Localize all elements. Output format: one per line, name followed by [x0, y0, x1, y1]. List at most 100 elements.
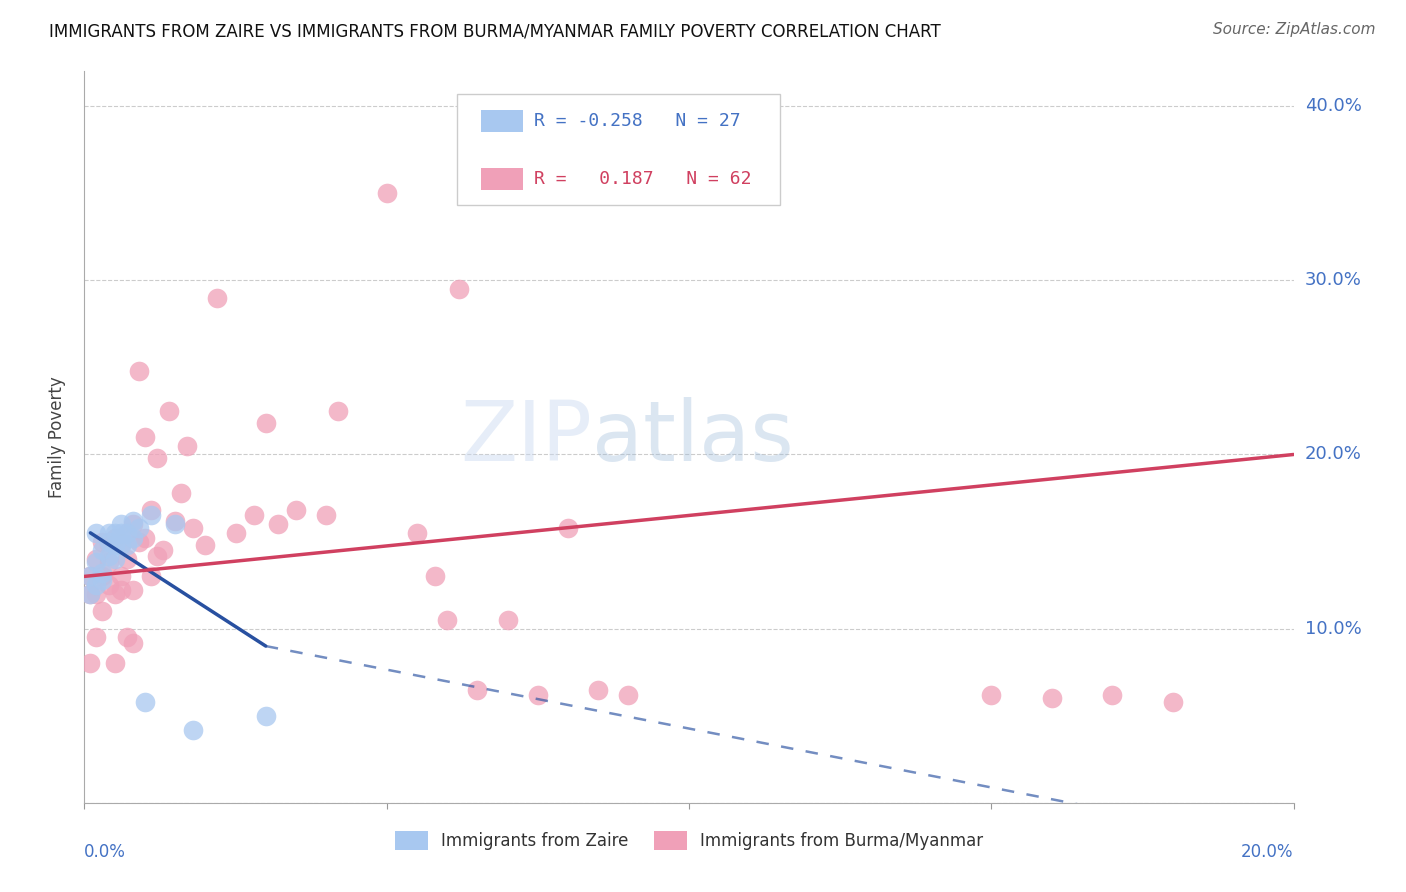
- Point: [97, 549, 120, 563]
- Point: [128, 521, 150, 535]
- Text: R = -0.258   N = 27: R = -0.258 N = 27: [534, 112, 741, 130]
- Point: [104, 531, 127, 545]
- Point: [165, 514, 187, 528]
- Point: [134, 695, 156, 709]
- Text: atlas: atlas: [592, 397, 794, 477]
- Point: [86, 587, 108, 601]
- Point: [115, 538, 138, 552]
- Text: 0.0%: 0.0%: [84, 843, 127, 861]
- Point: [115, 552, 138, 566]
- Text: 10.0%: 10.0%: [1305, 620, 1361, 638]
- Point: [1040, 691, 1063, 706]
- Point: [176, 439, 198, 453]
- Point: [139, 569, 162, 583]
- Point: [170, 485, 193, 500]
- Text: 20.0%: 20.0%: [1241, 843, 1294, 861]
- Point: [79, 587, 101, 601]
- Point: [449, 282, 471, 296]
- Point: [91, 573, 114, 587]
- Point: [128, 534, 150, 549]
- Text: ZIP: ZIP: [460, 397, 592, 477]
- Point: [617, 688, 640, 702]
- Point: [588, 682, 610, 697]
- Point: [267, 517, 290, 532]
- Point: [423, 569, 446, 583]
- Point: [110, 538, 132, 552]
- Point: [254, 416, 277, 430]
- Point: [139, 503, 162, 517]
- Point: [86, 631, 108, 645]
- Point: [121, 531, 143, 545]
- Point: [134, 430, 156, 444]
- Point: [146, 450, 169, 465]
- Text: IMMIGRANTS FROM ZAIRE VS IMMIGRANTS FROM BURMA/MYANMAR FAMILY POVERTY CORRELATIO: IMMIGRANTS FROM ZAIRE VS IMMIGRANTS FROM…: [49, 22, 941, 40]
- Point: [242, 508, 264, 523]
- Point: [146, 549, 169, 563]
- Point: [436, 613, 458, 627]
- Point: [110, 583, 132, 598]
- Point: [86, 525, 108, 540]
- Point: [97, 534, 120, 549]
- Point: [134, 531, 156, 545]
- Point: [121, 635, 143, 649]
- Point: [104, 525, 127, 540]
- Point: [207, 291, 229, 305]
- Point: [91, 604, 114, 618]
- Point: [110, 538, 132, 552]
- Point: [181, 723, 204, 737]
- Text: R =   0.187   N = 62: R = 0.187 N = 62: [534, 169, 752, 188]
- Point: [225, 525, 247, 540]
- Point: [91, 569, 114, 583]
- Point: [527, 688, 550, 702]
- Point: [91, 566, 114, 580]
- Point: [97, 525, 120, 540]
- Point: [121, 514, 143, 528]
- Point: [315, 508, 337, 523]
- Point: [496, 613, 519, 627]
- Text: 40.0%: 40.0%: [1305, 97, 1361, 115]
- Point: [86, 578, 108, 592]
- Text: 30.0%: 30.0%: [1305, 271, 1361, 289]
- Point: [1161, 695, 1184, 709]
- Point: [165, 517, 187, 532]
- Point: [97, 538, 120, 552]
- Point: [110, 517, 132, 532]
- Point: [128, 364, 150, 378]
- Point: [104, 657, 127, 671]
- Point: [980, 688, 1002, 702]
- Point: [91, 534, 114, 549]
- Point: [104, 587, 127, 601]
- Point: [104, 552, 127, 566]
- Point: [79, 587, 101, 601]
- Legend: Immigrants from Zaire, Immigrants from Burma/Myanmar: Immigrants from Zaire, Immigrants from B…: [388, 824, 990, 856]
- Point: [557, 521, 579, 535]
- Point: [91, 543, 114, 558]
- Point: [110, 569, 132, 583]
- Point: [79, 657, 101, 671]
- Point: [152, 543, 174, 558]
- Point: [157, 404, 180, 418]
- Point: [406, 525, 429, 540]
- Point: [1101, 688, 1123, 702]
- Point: [97, 578, 120, 592]
- Point: [115, 631, 138, 645]
- Point: [86, 552, 108, 566]
- Point: [97, 556, 120, 570]
- Point: [121, 517, 143, 532]
- Point: [375, 186, 398, 201]
- Point: [86, 556, 108, 570]
- Point: [79, 569, 101, 583]
- Point: [181, 521, 204, 535]
- Point: [285, 503, 308, 517]
- Point: [139, 508, 162, 523]
- Y-axis label: Family Poverty: Family Poverty: [48, 376, 66, 498]
- Point: [121, 583, 143, 598]
- Point: [194, 538, 217, 552]
- Point: [115, 525, 138, 540]
- Text: 20.0%: 20.0%: [1305, 445, 1361, 464]
- Point: [104, 538, 127, 552]
- Point: [467, 682, 489, 697]
- Point: [115, 525, 138, 540]
- Point: [110, 525, 132, 540]
- Point: [328, 404, 350, 418]
